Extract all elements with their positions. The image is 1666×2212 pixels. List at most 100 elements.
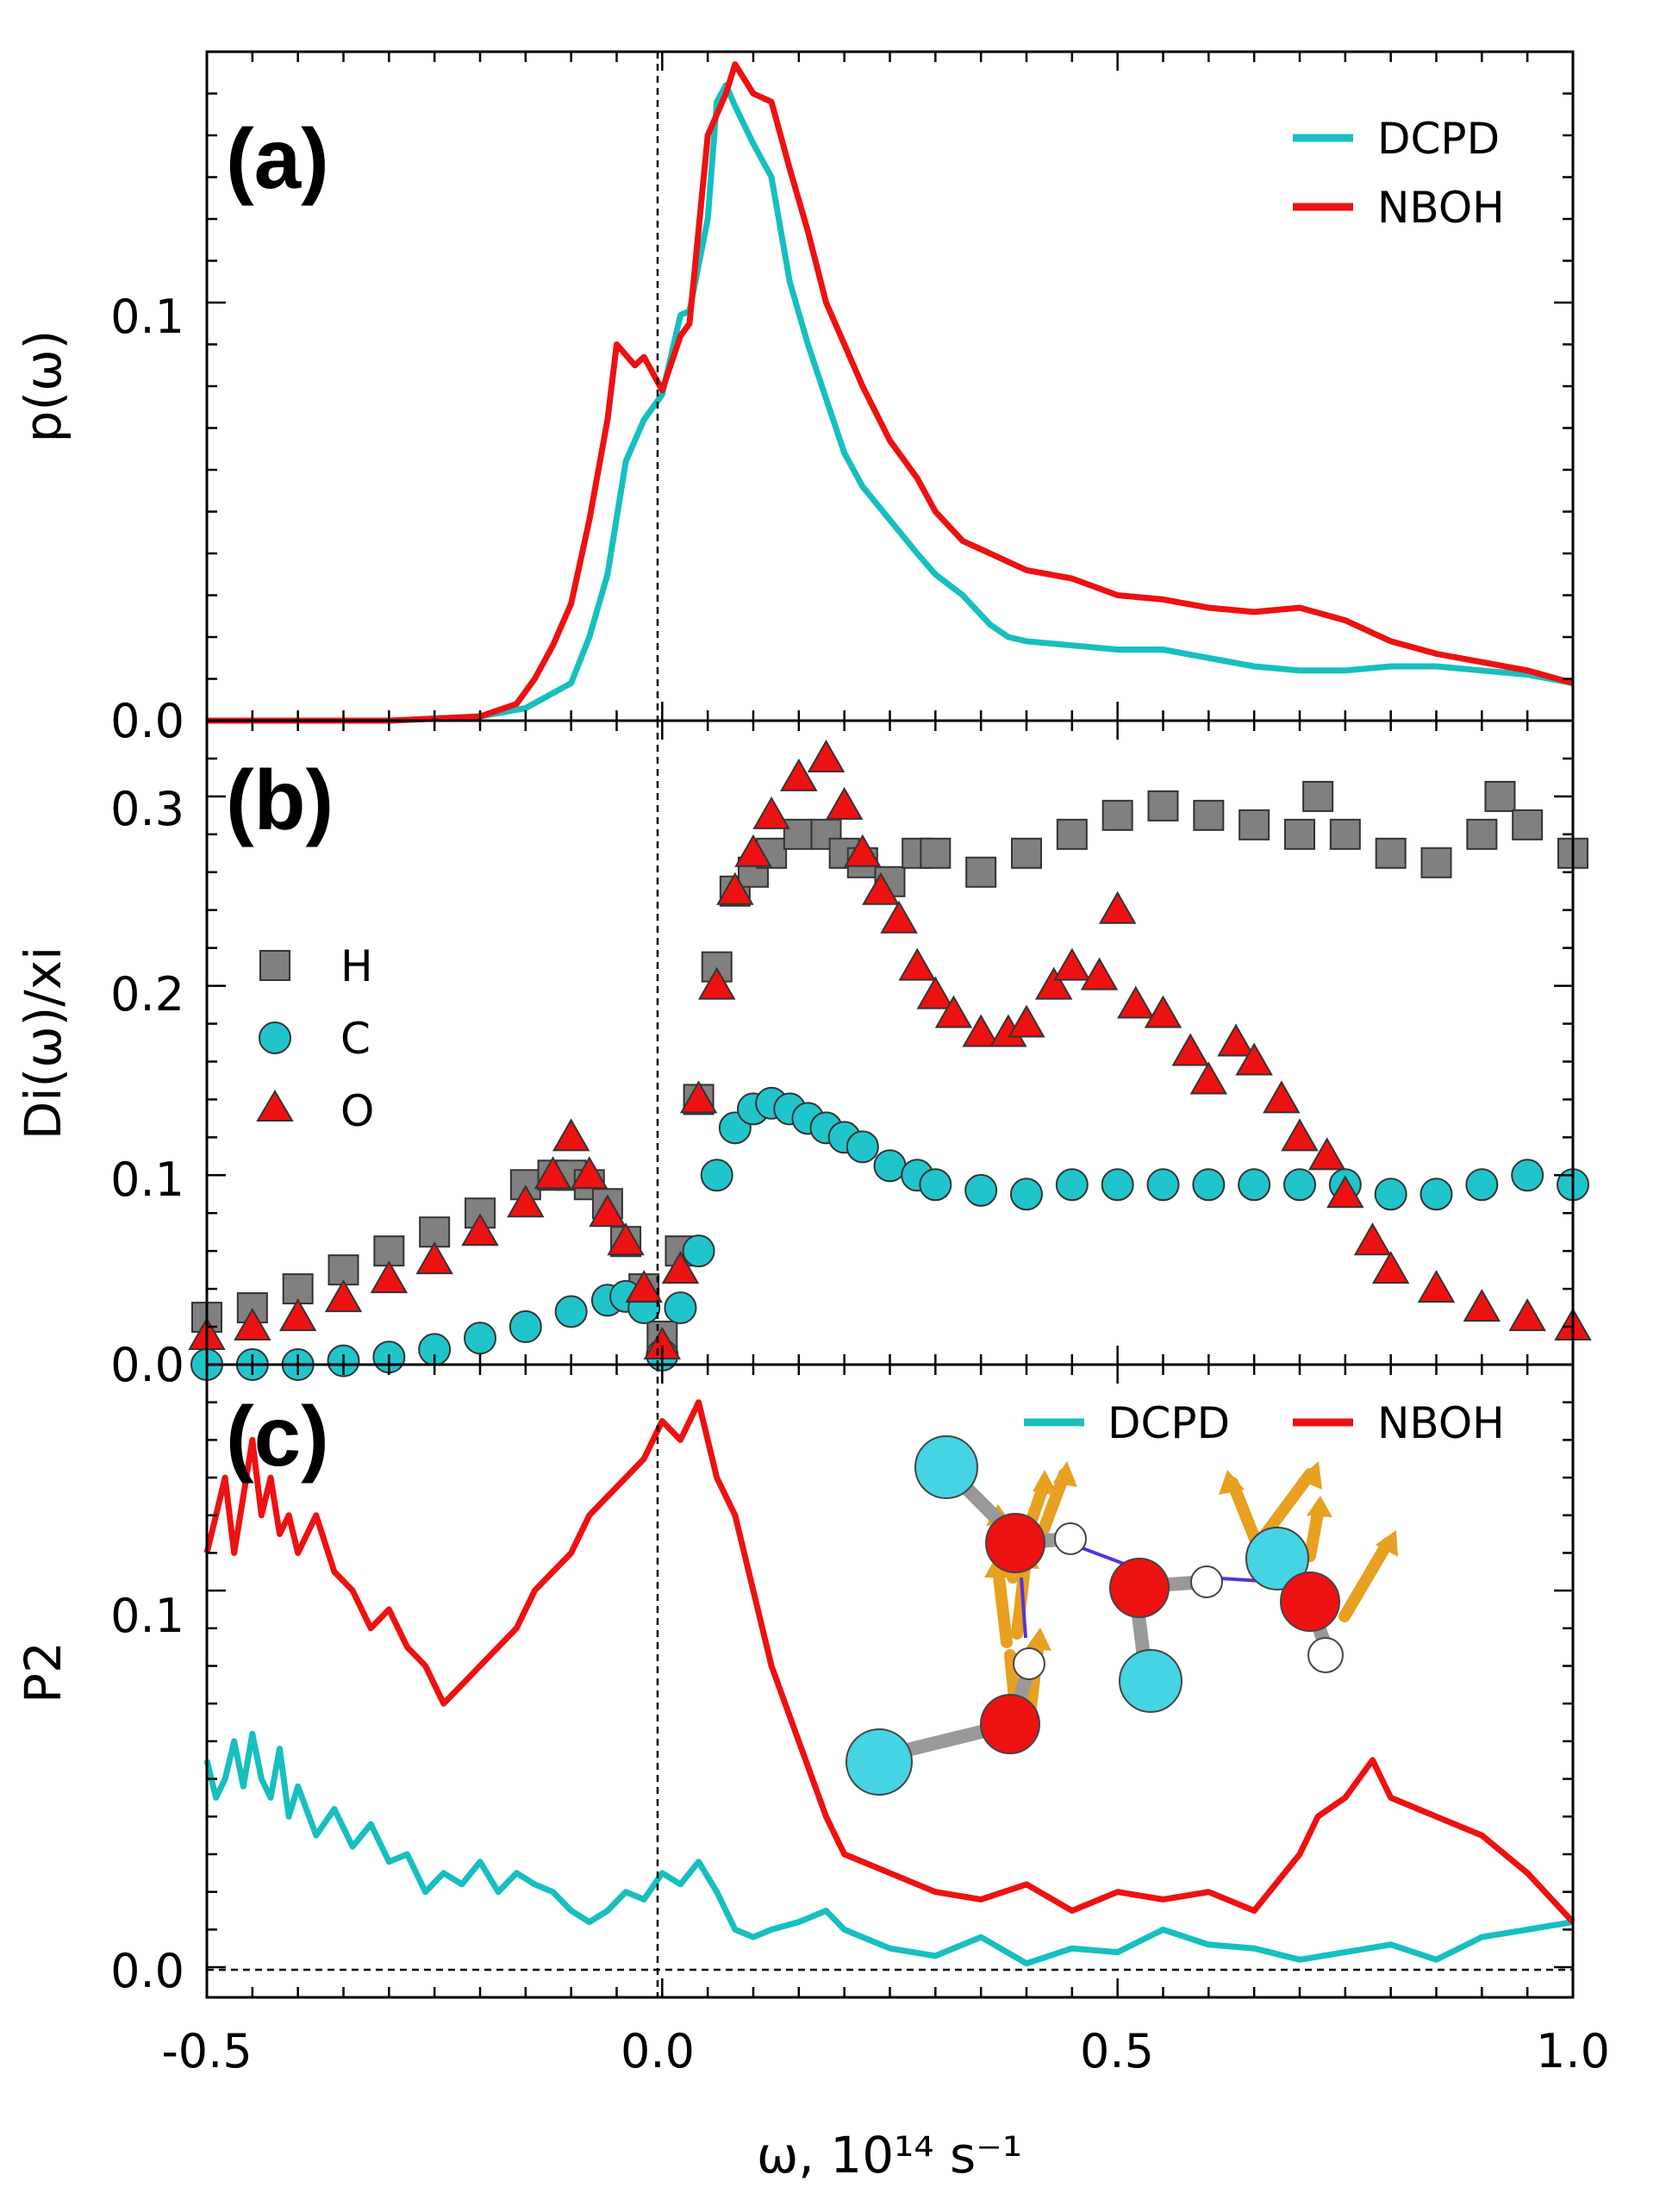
panel-b-h-point (1375, 837, 1407, 869)
panel-c-ticks (205, 1363, 1575, 1997)
panel-b-o-point (1281, 1118, 1319, 1152)
panel-b-o-point (1326, 1175, 1364, 1209)
panel-b-o-point (1080, 957, 1119, 990)
panel-b-o-point (898, 947, 936, 981)
panel-b-c-point (1465, 1168, 1499, 1202)
panel-b-o-point (1263, 1080, 1301, 1114)
panel-b-o-point (780, 758, 818, 791)
panel-b-o-point (1307, 1137, 1346, 1171)
panel-c-legend-dcpd-label: DCPD (1108, 1398, 1230, 1448)
panel-b-c-point (464, 1322, 496, 1355)
panel-b-o-point (461, 1213, 499, 1247)
panel-b-h-point (1239, 809, 1270, 840)
panel-b-o-point (1117, 985, 1155, 1019)
panel-b-o-point (370, 1260, 409, 1294)
panel-a-legend: DCPD NBOH (1293, 114, 1505, 233)
panel-b-h-point (419, 1216, 451, 1248)
panel-b-o-point (679, 1080, 718, 1114)
panel-b-c-point (1010, 1178, 1043, 1211)
panel-c-xtick-1: 0.0 (621, 2024, 695, 2078)
panel-b-c-point (845, 1130, 879, 1164)
panel-c-series (203, 1399, 1576, 1967)
panel-b-o-point (507, 1184, 545, 1218)
panel-b-c-point (873, 1149, 907, 1183)
panel-b-o-point (862, 872, 900, 905)
panel-a-nboh-line (207, 61, 1574, 724)
panel-b-h-point (373, 1235, 405, 1267)
panel-b-ytick-0: 0.0 (110, 1338, 184, 1392)
panel-c-xlabel: ω, 10¹⁴ s⁻¹ (757, 2126, 1022, 2184)
panel-b-o-point (278, 1298, 317, 1332)
panel-b-o-point (962, 1014, 1000, 1047)
panel-b-h-point (920, 837, 952, 869)
panel-b-o-point (589, 1194, 627, 1228)
panel-b-o-point (533, 1156, 572, 1190)
panel-a-ytick-1: 0.1 (110, 290, 184, 344)
panel-a-dcpd-line (207, 82, 1574, 724)
panel-b-h-point (1056, 818, 1088, 850)
panel-b-legend-c-label: C (340, 1014, 371, 1064)
panel-b-series (188, 739, 1592, 1381)
panel-b-o-point (324, 1279, 363, 1313)
panel-c-nboh-line (203, 1399, 1576, 1924)
panel-b-c-point (1101, 1168, 1134, 1202)
panel-b-o-point (825, 786, 864, 820)
panel-b-ylabel: Di(ω)/xi (14, 947, 72, 1140)
panel-b-c-point (1420, 1178, 1453, 1211)
panel-b-o-point (1008, 1004, 1045, 1038)
panel-b-o-point (1353, 1222, 1392, 1256)
panel-b-o-point (661, 1251, 700, 1284)
panel-b: (b) Di(ω)/xi 0.0 0.1 0.2 0.3 H C O (14, 719, 1592, 1392)
panel-c-ytick-0: 0.0 (110, 1944, 184, 1998)
molecule-inset-atoms (845, 1435, 1344, 1796)
panel-c-xtick-0: -0.5 (161, 2024, 252, 2078)
panel-b-c-point (1238, 1168, 1271, 1202)
panel-b-o-point (552, 1118, 590, 1152)
panel-b-legend-o-label: O (340, 1086, 374, 1136)
panel-a-legend-nboh-label: NBOH (1377, 183, 1505, 233)
panel-b-ytick-3: 0.3 (110, 782, 184, 836)
panel-c-ylabel: P2 (14, 1641, 72, 1703)
panel-b-o-point (844, 834, 882, 867)
panel-b-legend-c-marker (259, 1022, 291, 1054)
panel-b-o-point (607, 1222, 645, 1256)
panel-b-c-point (1055, 1168, 1089, 1202)
panel-b-o-point (1098, 890, 1137, 924)
panel-b-o-point (1417, 1270, 1456, 1303)
panel-b-o-point (415, 1241, 453, 1275)
panel-b-c-point (1374, 1178, 1407, 1211)
panel-b-o-point (625, 1270, 663, 1303)
panel-b-c-point (682, 1234, 715, 1268)
panel-c-xtick-3: 1.0 (1536, 2024, 1610, 2078)
panel-b-legend: H C O (256, 941, 374, 1136)
panel-b-o-point (734, 834, 772, 867)
panel-a-label: (a) (226, 111, 329, 206)
panel-b-o-point (880, 900, 918, 934)
panel-b-o-point (916, 976, 955, 1009)
panel-b-c-point (664, 1291, 697, 1325)
molecule-inset-bonds (870, 1465, 1334, 1765)
panel-b-o-point (571, 1156, 608, 1190)
molecule-inset-vectors (992, 1468, 1394, 1743)
panel-a-ylabel: p(ω) (14, 330, 72, 443)
panel-b-ticks (205, 719, 1575, 1366)
panel-b-o-point (1217, 1023, 1255, 1057)
panel-a-frame (205, 50, 1575, 722)
panel-b-c-point (964, 1173, 998, 1207)
panel-c-legend-nboh-label: NBOH (1377, 1398, 1505, 1448)
panel-b-o-point (807, 739, 845, 772)
molecule-inset-arrowheads (984, 1461, 1398, 1651)
panel-b-h-point (783, 818, 814, 850)
panel-b-h-point (1193, 799, 1225, 831)
panel-a: (a) p(ω) 0.0 0.1 DCPD NBOH (14, 50, 1575, 748)
panel-c-xtick-2: 0.5 (1080, 2024, 1154, 2078)
panel-b-label: (b) (226, 753, 334, 847)
panel-b-o-point (1034, 966, 1073, 1000)
panel-b-o-point (752, 796, 790, 829)
panel-b-h-point (1484, 780, 1516, 812)
panel-a-legend-dcpd-label: DCPD (1377, 114, 1500, 164)
panel-b-legend-h-label: H (340, 941, 373, 991)
panel-a-ticks (205, 50, 1575, 722)
panel-b-h-point (1329, 818, 1361, 850)
